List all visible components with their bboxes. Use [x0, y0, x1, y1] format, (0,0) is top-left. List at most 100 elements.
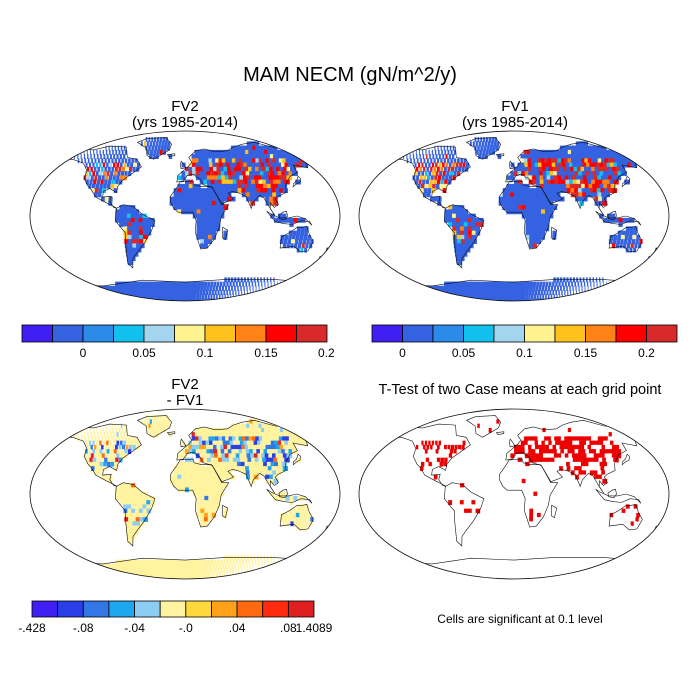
- coastline-greenland: [465, 415, 501, 438]
- coastline-uk: [509, 438, 516, 448]
- colorbar-tick-label: 0.1: [197, 346, 214, 360]
- colorbar-box: [57, 600, 84, 618]
- colorbar-box: [82, 324, 114, 343]
- coastline-north-america: [390, 423, 471, 487]
- map-panel-1: [358, 130, 670, 302]
- map-panel-0: [29, 130, 341, 302]
- panel-fv2-title-line2: (yrs 1985-2014): [132, 114, 238, 131]
- coastline-uk: [180, 438, 187, 448]
- colorbar-tick-label: 0.05: [452, 346, 476, 360]
- colorbar-box: [204, 324, 236, 343]
- map-frame: [358, 408, 670, 580]
- coastline-africa: [170, 180, 230, 250]
- coastline-japan: [621, 453, 630, 466]
- coastline-south-america: [114, 204, 156, 269]
- coastline-australia: [608, 504, 643, 531]
- colorbar-tick-label: 0: [80, 346, 87, 360]
- colorbar-tick-label: 0.15: [574, 346, 598, 360]
- coastline-africa: [170, 458, 230, 528]
- colorbar-box: [493, 324, 525, 343]
- panel-fv2-title: FV2 (yrs 1985-2014): [30, 99, 340, 131]
- coastline-madagascar: [550, 504, 558, 519]
- coastline-greenland: [465, 137, 501, 160]
- coastline-iceland: [495, 153, 505, 157]
- colorbar-box: [108, 600, 135, 618]
- colorbar-tick-label: .08: [280, 621, 297, 635]
- panel-fv1-title-line2: (yrs 1985-2014): [462, 114, 568, 131]
- colorbar-box: [174, 324, 206, 343]
- map-panel-3: [358, 408, 670, 580]
- main-title: MAM NECM (gN/m^2/y): [243, 64, 457, 86]
- coastline-iceland: [495, 431, 505, 435]
- coastline-uk: [509, 160, 516, 170]
- coastline-uk: [180, 160, 187, 170]
- colorbar-tick-label: -.04: [124, 621, 145, 635]
- panel-diff-title-line2: - FV1: [166, 392, 204, 409]
- colorbar-tick-label: -.08: [73, 621, 94, 635]
- coastline-antarctica: [388, 556, 642, 579]
- colorbar-box: [646, 324, 678, 343]
- colorbar-box: [236, 600, 264, 618]
- coastline-north-america: [61, 145, 142, 209]
- colorbar-box: [143, 324, 175, 343]
- panel-fv1-title-line1: FV1: [501, 98, 529, 115]
- colorbar-tick-label: -.428: [18, 621, 46, 635]
- panel-fv1-title: FV1 (yrs 1985-2014): [360, 99, 670, 131]
- coastline-borneo: [607, 488, 617, 499]
- colorbar-box: [21, 324, 53, 343]
- coastline-borneo: [607, 210, 617, 221]
- coastline-north-america: [390, 145, 471, 209]
- colorbar-box: [31, 600, 59, 618]
- colorbar-tick-label: 0.1: [516, 346, 533, 360]
- coastline-south-america: [114, 482, 156, 547]
- coastline-africa: [499, 180, 559, 250]
- map-panel-2: [29, 408, 341, 580]
- coastline-australia: [608, 226, 643, 253]
- colorbar-box: [185, 600, 212, 618]
- colorbar-1: 0 0.05 0.1 0.15 0.2: [371, 324, 678, 360]
- coastline-iceland: [166, 431, 176, 435]
- colorbar-tick-label: 0.05: [132, 346, 156, 360]
- map-frame: [29, 408, 341, 580]
- colorbar-tick-label: 1.4089: [296, 621, 333, 635]
- colorbar-box: [265, 324, 297, 343]
- coastline-borneo: [278, 210, 288, 221]
- colorbar-tick-label: .04: [229, 621, 246, 635]
- colorbar-box: [463, 324, 495, 343]
- map-frame: [358, 130, 670, 302]
- coastline-africa: [499, 458, 559, 528]
- coastline-antarctica: [59, 278, 313, 301]
- colorbar-box: [82, 600, 110, 618]
- colorbar-box: [52, 324, 84, 343]
- coastline-australia: [279, 504, 314, 531]
- coastline-iceland: [166, 153, 176, 157]
- coastline-antarctica: [388, 278, 642, 301]
- colorbar-box: [235, 324, 267, 343]
- colorbar-box: [134, 600, 161, 618]
- colorbar-box: [287, 600, 315, 618]
- colorbar-box: [211, 600, 238, 618]
- coastline-japan: [621, 175, 630, 188]
- coastline-borneo: [278, 488, 288, 499]
- coastline-antarctica: [59, 556, 313, 579]
- significance-note: Cells are significant at 0.1 level: [437, 612, 603, 626]
- coastline-greenland: [136, 137, 172, 160]
- colorbar-tick-label: -.0: [179, 621, 193, 635]
- coastline-south-america: [443, 482, 485, 547]
- coastline-madagascar: [550, 226, 558, 241]
- colorbar-box: [159, 600, 187, 618]
- colorbar-box: [262, 600, 289, 618]
- coastline-greenland: [136, 415, 172, 438]
- colorbar-2: -.428 -.08 -.04 -.0 .04 .081.4089: [18, 600, 333, 635]
- coastline-north-america: [61, 423, 142, 487]
- colorbar-box: [554, 324, 586, 343]
- colorbar-box: [615, 324, 647, 343]
- panel-diff-title: FV2 - FV1: [30, 377, 340, 409]
- colorbar-box: [432, 324, 464, 343]
- coastline-madagascar: [221, 504, 229, 519]
- panel-ttest-title: T-Test of two Case means at each grid po…: [378, 382, 662, 398]
- colorbar-tick-label: 0.2: [318, 346, 335, 360]
- coastline-japan: [292, 175, 301, 188]
- colorbar-box: [296, 324, 328, 343]
